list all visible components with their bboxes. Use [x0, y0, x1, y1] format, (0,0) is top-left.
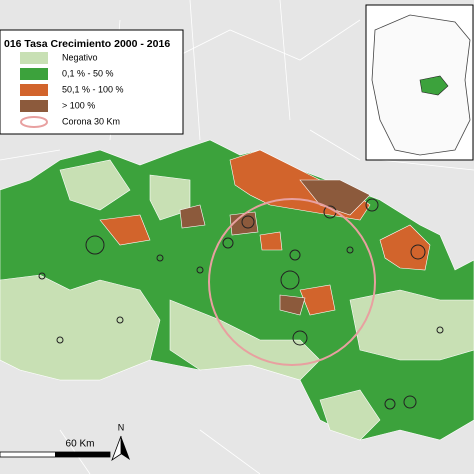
legend-label: 0,1 % - 50 %	[62, 68, 114, 78]
legend-items: Negativo 0,1 % - 50 % 50,1 % - 100 % > 100 …	[20, 52, 124, 128]
settlement-circles	[38, 198, 444, 410]
legend-title: 016 Tasa Crecimiento 2000 - 2016	[4, 38, 170, 50]
scale-bar-fill	[55, 452, 110, 457]
growth-high	[259, 231, 283, 251]
negative-area	[149, 174, 191, 221]
north-arrow-right	[121, 436, 130, 460]
legend-swatch	[20, 100, 48, 112]
legend-swatch	[20, 68, 48, 80]
inset-region	[419, 75, 449, 96]
legend-label: Negativo	[62, 52, 98, 62]
negative-area	[169, 299, 321, 381]
legend-label: 50,1 % - 100 %	[62, 84, 124, 94]
north-label: N	[118, 422, 125, 432]
growth-very-high	[179, 204, 206, 229]
legend: 016 Tasa Crecimiento 2000 - 2016 Negativ…	[0, 29, 184, 135]
negative-area	[0, 274, 161, 381]
growth-high	[99, 214, 151, 246]
legend-label: Corona 30 Km	[62, 116, 120, 126]
scale-bar: 60 Km	[0, 439, 111, 458]
growth-high	[299, 284, 336, 316]
north-arrow: N	[111, 422, 130, 462]
legend-swatch	[20, 52, 48, 64]
negative-area	[349, 289, 474, 361]
negative-area	[319, 389, 381, 441]
crown-30km	[208, 198, 376, 366]
growth-very-high	[279, 294, 306, 316]
region	[0, 139, 474, 441]
inset-map	[365, 4, 474, 161]
legend-swatch	[20, 84, 48, 96]
negative-area	[59, 159, 131, 211]
growth-very-high	[299, 179, 371, 216]
legend-label: > 100 %	[62, 100, 95, 110]
scale-label: 60 Km	[66, 439, 95, 450]
legend-swatch	[20, 116, 48, 128]
